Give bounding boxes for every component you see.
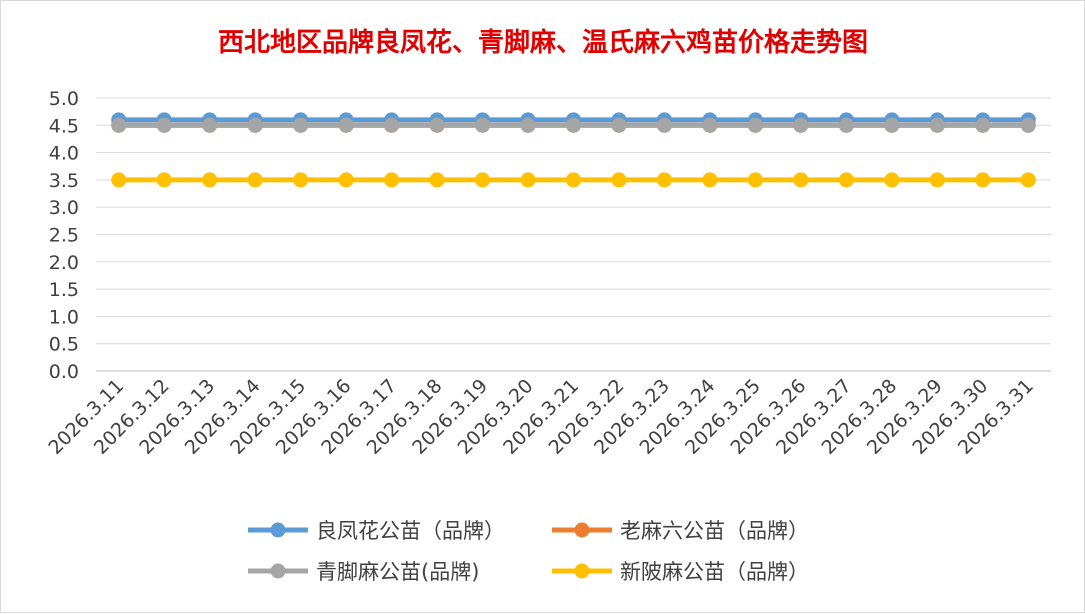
data-point	[793, 172, 809, 188]
data-point	[838, 117, 854, 133]
data-point	[520, 117, 536, 133]
y-tick-label: 3.5	[49, 170, 79, 192]
data-point	[429, 117, 445, 133]
data-point	[384, 172, 400, 188]
data-point	[838, 172, 854, 188]
data-point	[520, 172, 536, 188]
data-point	[429, 172, 445, 188]
legend-label: 良凤花公苗（品牌）	[316, 519, 505, 543]
series-4	[111, 172, 1036, 188]
data-point	[884, 117, 900, 133]
data-point	[975, 117, 991, 133]
data-point	[747, 117, 763, 133]
legend: 良凤花公苗（品牌） 老麻六公苗（品牌） 青脚麻公苗(品牌) 新陂麻公苗（品牌）	[248, 519, 809, 584]
y-tick-label: 3.0	[49, 197, 79, 219]
data-point	[247, 172, 263, 188]
legend-label: 青脚麻公苗(品牌)	[316, 560, 479, 584]
data-point	[202, 172, 218, 188]
data-point	[475, 117, 491, 133]
data-point	[475, 172, 491, 188]
data-point	[656, 117, 672, 133]
data-point	[975, 172, 991, 188]
data-point	[156, 172, 172, 188]
series-3	[111, 117, 1036, 133]
data-point	[566, 117, 581, 133]
legend-item: 良凤花公苗（品牌）	[248, 519, 505, 543]
data-point	[247, 117, 263, 133]
data-point	[156, 117, 172, 133]
y-tick-label: 0.0	[49, 361, 79, 383]
y-tick-label: 4.5	[49, 115, 79, 137]
data-point	[293, 117, 309, 133]
data-point	[793, 117, 809, 133]
y-axis-ticks: 0.0 0.5 1.0 1.5 2.0 2.5 3.0 3.5 4.0 4.5 5.0	[49, 88, 79, 383]
y-tick-label: 1.0	[49, 306, 79, 328]
data-point	[884, 172, 900, 188]
data-point	[384, 117, 400, 133]
data-point	[338, 172, 354, 188]
legend-label: 老麻六公苗（品牌）	[620, 519, 809, 543]
y-tick-label: 1.5	[49, 279, 79, 301]
data-point	[702, 117, 718, 133]
data-point	[702, 172, 718, 188]
data-point	[338, 117, 354, 133]
data-point	[566, 172, 581, 188]
legend-label: 新陂麻公苗（品牌）	[620, 560, 809, 584]
legend-swatch-marker	[270, 522, 286, 538]
data-point	[111, 172, 127, 188]
data-point	[929, 117, 945, 133]
legend-item: 老麻六公苗（品牌）	[552, 519, 809, 543]
x-axis-ticks: 2026.3.112026.3.122026.3.132026.3.142026…	[44, 375, 1037, 459]
legend-item: 青脚麻公苗(品牌)	[248, 560, 479, 584]
chart-title: 西北地区品牌良凤花、青脚麻、温氏麻六鸡苗价格走势图	[218, 27, 868, 58]
y-tick-label: 0.5	[49, 334, 79, 356]
y-tick-label: 2.5	[49, 225, 79, 247]
series-group	[111, 112, 1036, 188]
grid-lines	[96, 97, 1051, 372]
data-point	[293, 172, 309, 188]
legend-swatch-marker	[270, 563, 286, 579]
y-tick-label: 2.0	[49, 252, 79, 274]
legend-swatch-marker	[574, 522, 590, 538]
data-point	[656, 172, 672, 188]
data-point	[1020, 172, 1036, 188]
y-tick-label: 4.0	[49, 143, 79, 165]
data-point	[611, 172, 627, 188]
data-point	[111, 117, 127, 133]
data-point	[611, 117, 627, 133]
data-point	[202, 117, 218, 133]
data-point	[747, 172, 763, 188]
y-tick-label: 5.0	[49, 88, 79, 110]
legend-swatch-marker	[574, 563, 590, 579]
data-point	[929, 172, 945, 188]
legend-item: 新陂麻公苗（品牌）	[552, 560, 809, 584]
data-point	[1020, 117, 1036, 133]
